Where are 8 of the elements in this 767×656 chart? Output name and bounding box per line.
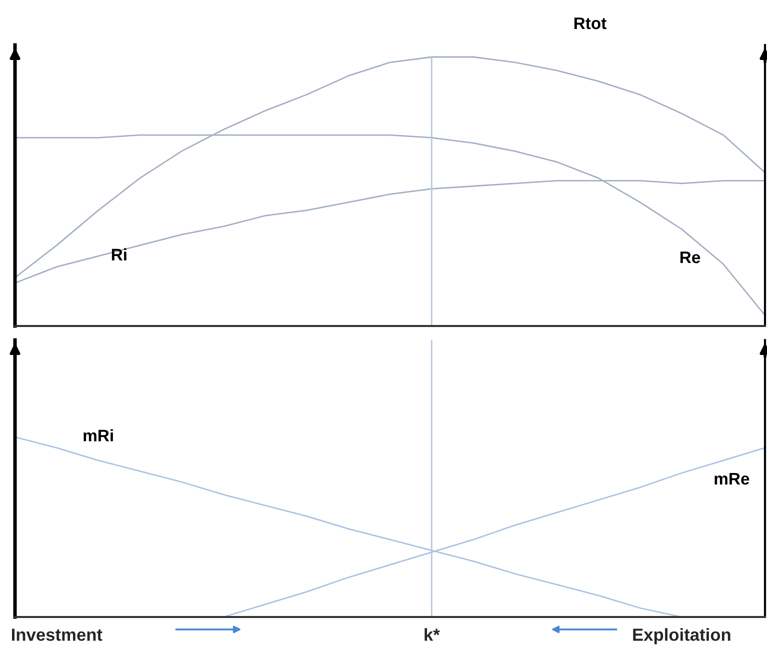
text: Rtot [574,18,606,30]
series-label: mRi [84,429,113,442]
series-label: Ri [112,248,126,260]
x-tick-label: Investment [12,628,102,641]
series-label: mRe [714,473,750,485]
series-label: Re [680,252,700,264]
x-tick-label: k* [424,628,440,641]
x-tick-label: Exploitation [633,628,730,644]
